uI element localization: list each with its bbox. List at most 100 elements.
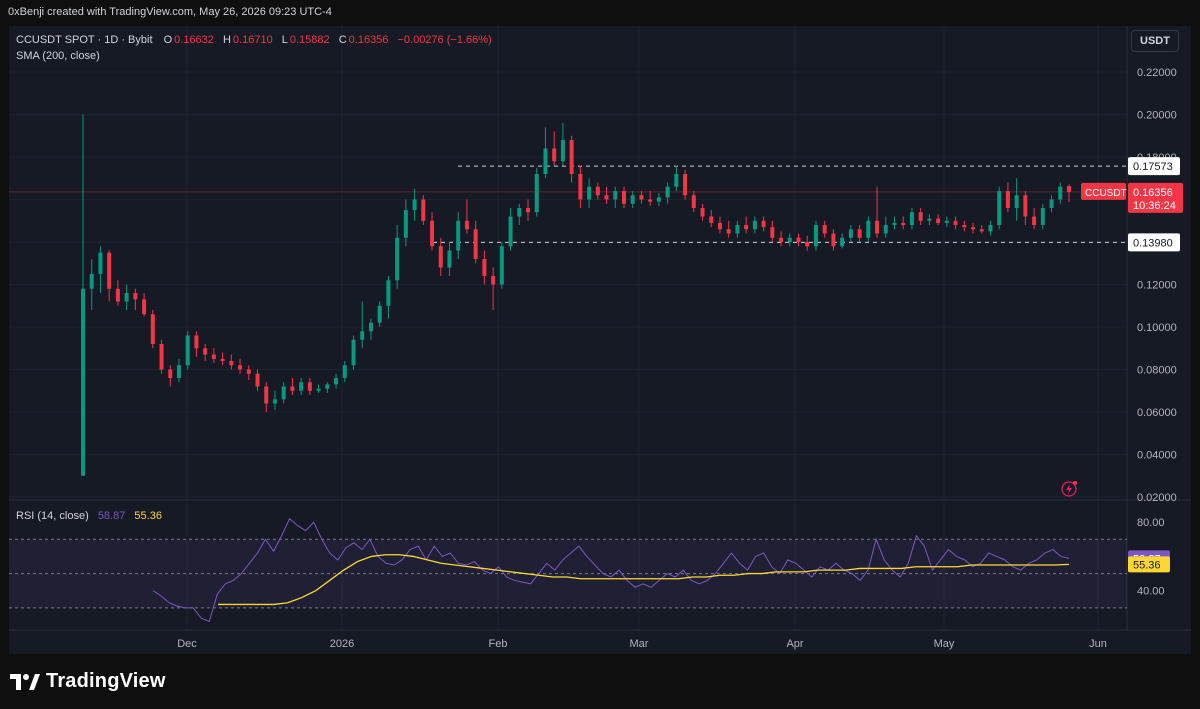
support-tag: 0.13980: [1128, 233, 1180, 252]
candle-body: [595, 186, 600, 196]
candle-body: [464, 220, 469, 230]
candle: [1049, 195, 1054, 213]
candle-body: [290, 386, 295, 391]
candle-body: [508, 216, 513, 247]
open-label: O: [163, 34, 173, 46]
close-value: 0.16356: [348, 34, 389, 46]
candle-body: [342, 365, 347, 378]
candle: [142, 293, 147, 317]
rsi-ma-line: [218, 554, 1070, 606]
rsi-label: RSI (14, close): [16, 510, 89, 522]
price-tick-label: 0.10000: [1137, 322, 1177, 334]
close-label: C: [338, 34, 347, 46]
candle-body: [883, 225, 888, 234]
chart-frame[interactable]: [9, 26, 1191, 654]
candle: [447, 242, 452, 276]
candle-body: [665, 186, 670, 198]
candle: [892, 216, 897, 230]
candle-body: [779, 237, 784, 242]
chart-svg[interactable]: 0.220000.200000.180000.160000.140000.120…: [0, 0, 1200, 654]
candle: [412, 188, 417, 221]
candle-body: [438, 246, 443, 268]
candle-body: [168, 369, 173, 378]
candle-body: [176, 365, 181, 378]
candle-body: [447, 250, 452, 268]
level-layer: [9, 165, 1127, 243]
candle-body: [997, 191, 1002, 225]
lightning-icon[interactable]: [1061, 481, 1077, 497]
candle-body: [272, 399, 277, 404]
candle-body: [98, 252, 103, 274]
candle: [115, 280, 120, 306]
candle-body: [691, 195, 696, 208]
low-label: L: [281, 34, 288, 46]
candle: [246, 365, 251, 381]
tradingview-logo[interactable]: TradingView: [10, 670, 166, 693]
candle-body: [770, 227, 775, 238]
candle-body: [185, 335, 190, 366]
candle: [211, 348, 216, 364]
candle-body: [944, 220, 949, 223]
resistance-tag-text: 0.17573: [1133, 161, 1173, 173]
candle-body: [639, 195, 644, 200]
candle: [587, 178, 592, 208]
sma-legend[interactable]: SMA (200, close): [16, 50, 102, 62]
candle-body: [1014, 195, 1019, 208]
rsi-ma-tag-text: 55.36: [1133, 559, 1161, 571]
candle-body: [351, 339, 356, 366]
candle-body: [229, 361, 234, 366]
candle-body: [430, 220, 435, 247]
price-tick-label: 0.06000: [1137, 407, 1177, 419]
candle: [936, 214, 941, 225]
candle-body: [1049, 199, 1054, 208]
candle-body: [621, 191, 626, 204]
candle: [395, 225, 400, 289]
candle-body: [1023, 195, 1028, 217]
candle: [89, 259, 94, 310]
candle: [1032, 208, 1037, 230]
candle-body: [901, 222, 906, 225]
high-value: 0.16710: [232, 34, 273, 46]
footer: TradingView: [0, 654, 1200, 709]
candle-body: [124, 293, 129, 302]
candle-body: [840, 237, 845, 247]
candle: [517, 203, 522, 225]
candle-body: [456, 220, 461, 251]
candle-body: [421, 199, 426, 221]
candle-body: [220, 358, 225, 361]
candle: [255, 369, 260, 391]
candle: [997, 186, 1002, 230]
candle-body: [971, 227, 976, 230]
rsi-ma-tag: 55.36: [1128, 556, 1170, 573]
candle-body: [281, 386, 286, 400]
candle: [787, 233, 792, 247]
candle-body: [1040, 208, 1045, 225]
candle: [848, 225, 853, 242]
candle: [752, 216, 757, 234]
candle-body: [499, 246, 504, 285]
time-tick-label: Feb: [489, 638, 508, 650]
price-tick-label: 0.04000: [1137, 450, 1177, 462]
candle: [203, 344, 208, 361]
candle: [709, 210, 714, 228]
candle: [1014, 178, 1019, 221]
candle-body: [159, 344, 164, 370]
candle: [805, 235, 810, 251]
candle-body: [482, 259, 487, 276]
currency-button[interactable]: USDT: [1131, 30, 1179, 52]
candle: [953, 216, 958, 230]
candle: [307, 378, 312, 395]
candle-body: [403, 210, 408, 238]
price-tick-label: 0.20000: [1137, 110, 1177, 122]
candle-body: [613, 191, 618, 200]
symbol-label: CCUSDT SPOT · 1D · Bybit: [16, 34, 153, 46]
rsi-value: 58.87: [97, 510, 126, 522]
rsi-legend[interactable]: RSI (14, close) 58.87 55.36: [16, 510, 164, 522]
candle-body: [866, 220, 871, 238]
candle-body: [875, 220, 880, 234]
symbol-tag: CCUSDT: [1081, 182, 1127, 200]
candle: [604, 186, 609, 204]
candle: [482, 250, 487, 285]
candle: [238, 358, 243, 374]
